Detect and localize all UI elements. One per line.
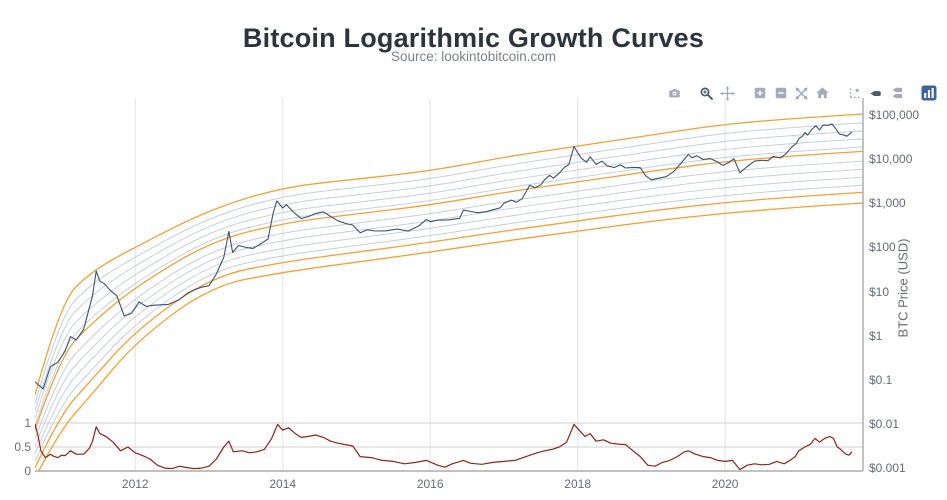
growth-curve-orange [35,113,863,396]
page-subtitle: Source: lookintobitcoin.com [390,49,557,64]
zoom-in-icon[interactable] [749,84,770,102]
camera-icon[interactable] [664,84,685,102]
growth-curve-gray [35,168,863,447]
autoscale-icon[interactable] [791,84,812,102]
reset-axes-icon[interactable] [812,84,833,102]
growth-curve-gray [35,184,863,462]
growth-curve-gray [35,176,863,454]
growth-curve-gray [35,130,863,411]
hover-closest-icon[interactable] [865,84,886,102]
growth-curve-orange [35,150,863,431]
zoom-icon[interactable] [696,84,717,102]
growth-curve-orange [37,202,863,471]
toggle-spikelines-icon[interactable] [844,84,865,102]
growth-curve-gray [35,122,863,404]
oscillator-line [35,423,853,471]
pan-icon[interactable] [717,84,738,102]
growth-curve-gray [35,138,863,419]
page-title: Bitcoin Logarithmic Growth Curves [242,23,705,54]
zoom-out-icon[interactable] [770,84,791,102]
growth-curve-gray [35,160,863,440]
hover-compare-icon[interactable] [886,84,907,102]
growth-curve-gray [35,146,863,426]
plotly-logo-button[interactable] [918,84,939,102]
btc-price-line [35,123,853,390]
growth-curve-orange [35,191,863,469]
plotly-modebar [664,84,939,102]
